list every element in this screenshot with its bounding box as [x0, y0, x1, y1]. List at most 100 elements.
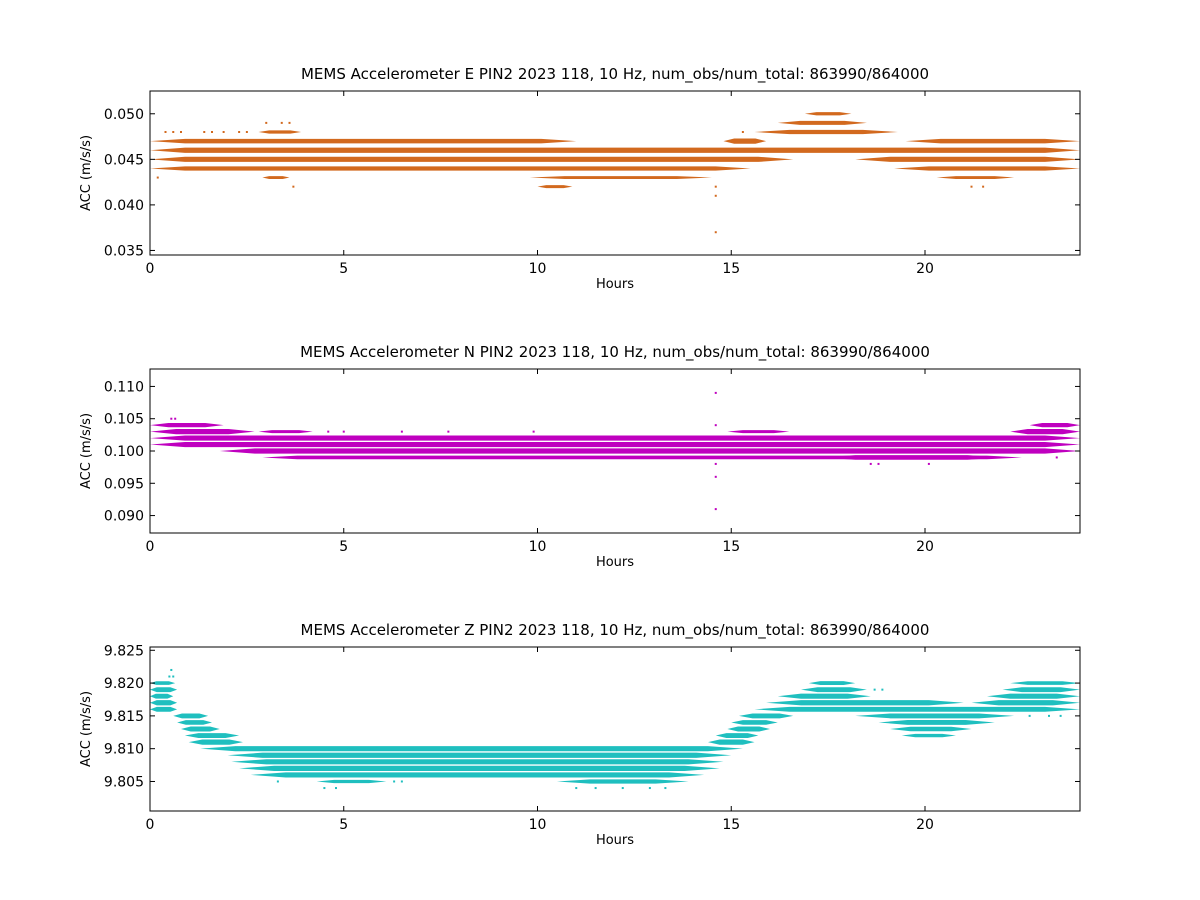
y-tick-label: 0.105 — [104, 412, 144, 428]
data-point — [292, 185, 295, 188]
data-band — [936, 176, 1015, 180]
data-band — [258, 130, 302, 134]
data-band — [1010, 429, 1080, 435]
data-band — [708, 739, 755, 745]
data-band — [231, 759, 724, 765]
data-band — [239, 765, 720, 771]
data-band — [181, 726, 220, 732]
data-band — [630, 747, 693, 751]
data-band — [777, 693, 871, 699]
data-point — [342, 430, 345, 433]
axes-frame — [149, 90, 1081, 256]
data-band — [188, 739, 243, 745]
data-point — [172, 131, 175, 133]
y-tick-label: 9.815 — [104, 709, 144, 725]
data-band — [731, 720, 778, 725]
y-tick-label: 9.825 — [104, 643, 144, 659]
data-band — [173, 713, 209, 719]
data-band — [715, 733, 759, 738]
y-axis-label: ACC (m/s/s) — [79, 135, 94, 211]
data-band — [150, 156, 794, 162]
data-band — [227, 752, 732, 758]
data-band — [537, 185, 573, 189]
data-point — [970, 185, 973, 188]
data-point — [400, 780, 403, 783]
data-band — [855, 713, 1015, 719]
y-axis-label: ACC (m/s/s) — [79, 413, 94, 489]
data-point — [621, 787, 624, 790]
chart-title: MEMS Accelerometer E PIN2 2023 118, 10 H… — [301, 65, 929, 84]
x-tick-label: 15 — [722, 817, 740, 833]
data-point — [714, 508, 717, 511]
data-point — [881, 688, 884, 691]
data-point — [1048, 714, 1050, 717]
data-point — [1032, 682, 1035, 685]
data-band — [556, 779, 689, 784]
axes-frame — [149, 646, 1081, 812]
y-tick-label: 0.035 — [104, 243, 144, 259]
y-tick-label: 0.100 — [104, 444, 144, 460]
y-tick-label: 0.045 — [104, 152, 144, 168]
data-point — [323, 787, 326, 790]
data-band — [150, 147, 1080, 153]
data-point — [955, 176, 957, 179]
data-band — [739, 713, 794, 719]
data-point — [393, 780, 396, 783]
data-band — [250, 772, 705, 778]
data-band — [1002, 687, 1080, 693]
data-band — [754, 706, 1080, 712]
data-point — [741, 131, 744, 133]
x-axis-label: Hours — [596, 833, 634, 848]
y-tick-label: 9.810 — [104, 742, 144, 758]
data-band — [150, 693, 174, 699]
data-point — [873, 688, 876, 691]
x-tick-label: 10 — [529, 817, 547, 833]
data-point — [203, 131, 206, 133]
data-band — [258, 430, 313, 434]
x-tick-label: 0 — [146, 261, 155, 277]
data-band — [894, 166, 1080, 171]
data-point — [211, 131, 213, 133]
y-axis-label: ACC (m/s/s) — [79, 691, 94, 767]
data-point — [714, 231, 717, 234]
data-band — [262, 176, 290, 180]
x-tick-label: 20 — [916, 539, 934, 555]
y-tick-label: 0.050 — [104, 107, 144, 123]
data-band — [150, 687, 178, 693]
data-band — [262, 455, 1022, 460]
data-band — [766, 700, 964, 706]
data-point — [982, 185, 985, 188]
data-point — [714, 462, 717, 465]
data-band — [820, 455, 1003, 460]
y-tick-label: 0.090 — [104, 509, 144, 525]
x-axis-label: Hours — [596, 277, 634, 292]
data-band — [727, 726, 770, 732]
y-tick-label: 0.095 — [104, 476, 144, 492]
data-band — [754, 129, 898, 135]
data-point — [714, 391, 717, 394]
data-point — [180, 131, 182, 133]
data-point — [714, 194, 717, 197]
chart-title: MEMS Accelerometer Z PIN2 2023 118, 10 H… — [301, 621, 930, 640]
y-tick-label: 9.805 — [104, 774, 144, 790]
x-tick-label: 5 — [339, 539, 348, 555]
data-point — [714, 475, 717, 478]
y-tick-label: 0.110 — [104, 379, 144, 395]
data-point — [222, 131, 225, 133]
data-point — [400, 430, 403, 433]
data-band — [316, 779, 387, 784]
chart-title: MEMS Accelerometer N PIN2 2023 118, 10 H… — [300, 343, 930, 362]
data-point — [815, 708, 818, 711]
data-point — [648, 787, 651, 790]
data-point — [172, 675, 175, 678]
data-point — [1036, 424, 1039, 427]
data-point — [280, 121, 283, 124]
data-point — [245, 131, 248, 133]
x-tick-label: 5 — [339, 817, 348, 833]
data-band — [987, 693, 1080, 699]
data-band — [150, 441, 1080, 448]
x-tick-label: 15 — [722, 261, 740, 277]
data-point — [174, 417, 177, 420]
data-band — [343, 747, 557, 751]
